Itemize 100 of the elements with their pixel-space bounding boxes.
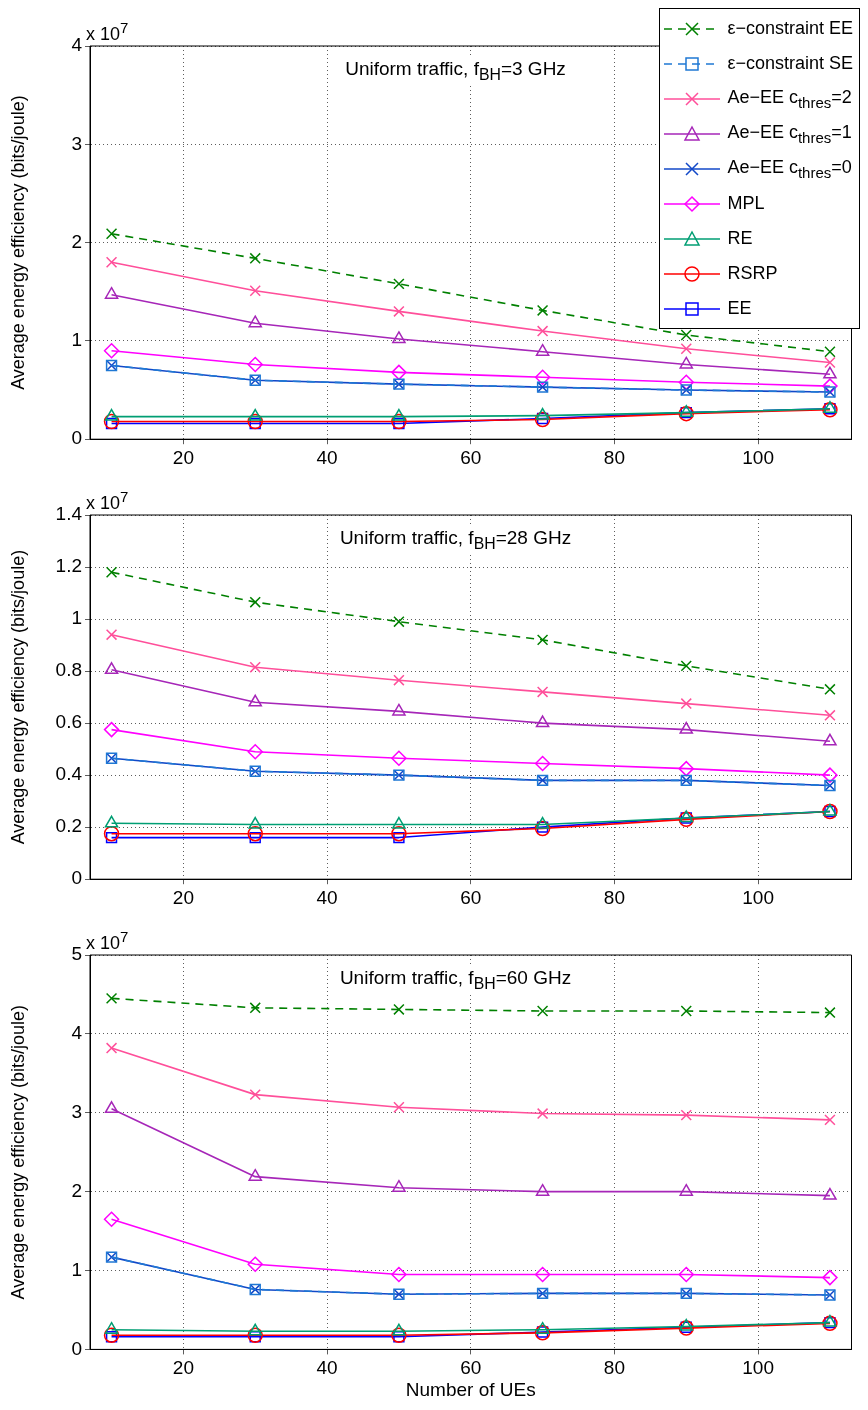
point [824, 346, 836, 358]
point [393, 417, 405, 430]
point [535, 1321, 550, 1334]
point [103, 413, 120, 430]
point [680, 1109, 692, 1121]
y-tick-label: 1 [71, 607, 82, 629]
legend-label: EE [727, 298, 752, 319]
point [247, 1256, 263, 1272]
legend-label: RE [727, 228, 753, 249]
point [393, 278, 405, 290]
point [536, 686, 549, 698]
point [393, 831, 405, 844]
text: x 10$^{7}$ [86, 488, 129, 514]
text: Uniform traffic, f$_{BH}$=28 GHz [336, 527, 575, 553]
x-tick-label: 100 [742, 446, 774, 468]
point [247, 413, 263, 430]
point [535, 343, 550, 356]
point [249, 417, 261, 430]
text: Uniform traffic, f$_{BH}$=3 GHz [342, 58, 569, 84]
point [534, 369, 551, 386]
point [103, 1327, 120, 1343]
legend-label: ε−constraint SE [727, 53, 853, 74]
point [535, 715, 550, 728]
point [105, 566, 118, 578]
point [104, 662, 119, 675]
point [534, 820, 551, 837]
point [249, 1002, 261, 1014]
point [391, 825, 407, 842]
y-axis-title: Average energy efficiency (bits/joule) [7, 549, 28, 845]
legend-label: Ae−EE c$_{thres}$=0 [727, 156, 852, 181]
point [103, 825, 120, 842]
point [392, 331, 406, 344]
point [248, 816, 263, 829]
x-tick-label: 100 [742, 1357, 774, 1379]
point [391, 364, 407, 381]
point [678, 374, 695, 390]
point [248, 1168, 263, 1181]
point [679, 356, 694, 369]
point [103, 342, 120, 359]
y-tick-label: 1.4 [55, 503, 83, 525]
point [249, 831, 261, 844]
point [247, 825, 263, 842]
point [103, 721, 120, 738]
point [824, 1006, 836, 1019]
point [822, 1269, 838, 1286]
point [104, 815, 119, 828]
y-tick-label: 0.4 [55, 763, 83, 785]
point [247, 356, 263, 373]
y-tick-label: 0.8 [55, 659, 82, 681]
point [392, 703, 406, 716]
y-tick-label: 0.2 [55, 815, 82, 837]
point [105, 992, 118, 1005]
point [393, 305, 405, 318]
point [536, 634, 549, 646]
point [679, 1183, 694, 1196]
point [534, 1266, 551, 1283]
point [249, 285, 261, 297]
point [824, 683, 836, 695]
point [680, 329, 692, 341]
point [536, 821, 549, 833]
point [249, 252, 261, 265]
point [392, 408, 406, 421]
y-tick-label: 4 [71, 34, 83, 56]
y-tick-label: 3 [71, 132, 82, 154]
point [822, 378, 838, 394]
point [823, 1187, 837, 1200]
y-tick-label: 0 [71, 427, 82, 449]
y-axis-title: Average energy efficiency (bits/joule) [7, 95, 28, 390]
x-tick-label: 60 [460, 886, 482, 908]
point [391, 750, 407, 766]
x-tick-label: 80 [603, 446, 625, 468]
point [680, 660, 692, 672]
x-axis-title: Number of UEs [405, 1378, 536, 1400]
x-tick-label: 40 [316, 446, 338, 468]
point [678, 760, 695, 777]
point [824, 709, 836, 722]
point [104, 1101, 119, 1114]
point [393, 615, 405, 628]
point [535, 816, 550, 829]
point [105, 628, 118, 641]
text: x 10$^{7}$ [86, 19, 129, 45]
point [105, 228, 118, 240]
point [103, 1211, 120, 1227]
legend-label: Ae−EE c$_{thres}$=1 [727, 121, 852, 146]
point [249, 1088, 261, 1101]
y-tick-label: 0.6 [55, 711, 82, 733]
y-tick-label: 4 [71, 1022, 83, 1044]
point [680, 343, 692, 355]
point [680, 1005, 692, 1017]
point [824, 1114, 836, 1126]
point [104, 1321, 119, 1334]
legend-label: Ae−EE c$_{thres}$=2 [727, 86, 852, 111]
point [392, 1323, 406, 1336]
point [248, 694, 263, 707]
point [822, 767, 838, 783]
point [248, 1323, 263, 1336]
point [105, 1042, 118, 1054]
legend-label: ε−constraint EE [727, 18, 853, 39]
point [680, 697, 692, 710]
point [536, 1005, 549, 1017]
